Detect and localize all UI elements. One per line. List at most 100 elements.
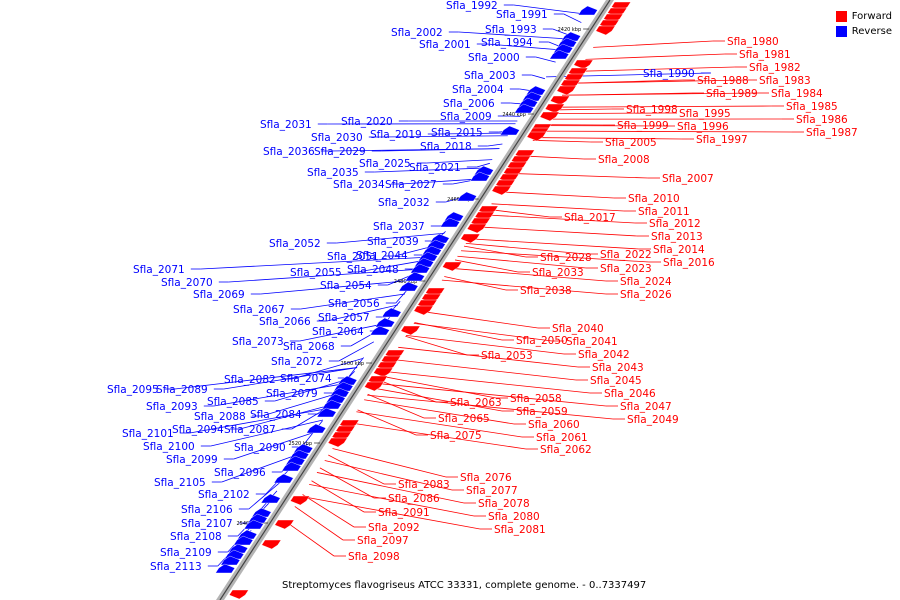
reverse-gene-feature	[273, 473, 294, 484]
forward-gene-feature	[460, 233, 481, 244]
reverse-gene-label: Sfla_2019	[370, 129, 422, 141]
leader-line	[552, 108, 613, 111]
leader-line	[465, 242, 587, 255]
leader-line	[454, 259, 519, 273]
reverse-gene-label: Sfla_2054	[320, 280, 372, 292]
leader-line	[377, 379, 437, 403]
forward-gene-label: Sfla_2077	[466, 485, 518, 497]
forward-gene-feature	[556, 85, 577, 96]
reverse-gene-label: Sfla_2029	[314, 146, 366, 158]
forward-gene-label: Sfla_2041	[566, 336, 618, 348]
forward-gene-label: Sfla_2062	[540, 444, 592, 456]
legend-forward: Forward	[835, 9, 892, 24]
reverse-gene-label: Sfla_2072	[271, 356, 323, 368]
forward-gene-label: Sfla_2007	[662, 173, 714, 185]
reverse-gene-label: Sfla_2003	[464, 70, 516, 82]
forward-gene-label: Sfla_1998	[626, 104, 678, 116]
leader-line	[554, 105, 773, 108]
reverse-gene-feature	[404, 271, 425, 282]
leader-line	[449, 267, 607, 282]
tick-label: 2520 kbp	[288, 441, 312, 447]
leader-line	[463, 245, 527, 258]
leader-line	[563, 13, 582, 23]
forward-gene-label: Sfla_1983	[759, 75, 811, 87]
gene-labels: Sfla_1980Sfla_1981Sfla_1982Sfla_1983Sfla…	[107, 0, 858, 573]
reverse-gene-label: Sfla_2093	[146, 401, 198, 413]
forward-gene-label: Sfla_2008	[598, 154, 650, 166]
forward-gene-feature	[290, 495, 310, 506]
leader-line	[421, 311, 539, 329]
leader-line	[357, 409, 417, 436]
leader-line	[324, 460, 453, 491]
reverse-gene-label: Sfla_2085	[207, 396, 259, 408]
forward-gene-label: Sfla_2022	[600, 249, 652, 261]
reverse-gene-label: Sfla_2034	[333, 179, 385, 191]
forward-gene-label: Sfla_1995	[679, 108, 731, 120]
reverse-gene-label: Sfla_2044	[356, 250, 408, 262]
leader-line	[291, 357, 364, 380]
forward-gene-label: Sfla_2023	[600, 263, 652, 275]
leader-line	[487, 208, 551, 218]
leader-lines	[164, 4, 804, 567]
strand-legend: Forward Reverse	[835, 9, 892, 39]
leader-line	[476, 226, 638, 237]
forward-gene-label: Sfla_2012	[649, 218, 701, 230]
reverse-gene-feature	[220, 555, 241, 566]
reverse-gene-label: Sfla_2096	[214, 467, 266, 479]
leader-line	[189, 407, 331, 434]
leader-line	[261, 392, 342, 417]
reverse-gene-feature	[243, 519, 264, 530]
reverse-gene-label: Sfla_2057	[318, 312, 370, 324]
reverse-gene-label: Sfla_2032	[378, 197, 430, 209]
leader-line	[441, 279, 607, 295]
leader-line	[400, 178, 480, 185]
reverse-gene-label: Sfla_2001	[419, 39, 471, 51]
reverse-gene-feature	[215, 563, 236, 574]
legend-forward-label: Forward	[851, 11, 892, 22]
leader-line	[300, 293, 405, 310]
forward-gene-feature	[261, 539, 282, 550]
leader-line	[522, 155, 585, 160]
reverse-gene-feature	[381, 307, 402, 318]
forward-gene-label: Sfla_1985	[786, 101, 838, 113]
axis-line	[219, 0, 611, 600]
leader-line	[535, 56, 556, 63]
reverse-gene-feature	[499, 125, 520, 136]
reverse-gene-feature	[281, 461, 302, 472]
leader-line	[367, 394, 614, 420]
reverse-gene-feature	[440, 217, 461, 228]
forward-gene-label: Sfla_1982	[749, 62, 801, 74]
forward-gene-label: Sfla_2042	[578, 349, 630, 361]
leader-line	[499, 191, 615, 199]
leader-line	[294, 506, 344, 541]
forward-gene-label: Sfla_2065	[438, 413, 490, 425]
leader-line	[562, 92, 693, 96]
reverse-gene-label: Sfla_2015	[431, 127, 483, 139]
reverse-gene-label: Sfla_2066	[259, 316, 311, 328]
forward-gene-label: Sfla_2098	[348, 551, 400, 563]
leader-line	[457, 255, 587, 269]
reverse-gene-label: Sfla_2048	[347, 264, 399, 276]
reverse-gene-label: Sfla_2067	[233, 304, 285, 316]
forward-gene-label: Sfla_2075	[430, 430, 482, 442]
reverse-gene-label: Sfla_2100	[143, 441, 195, 453]
leader-line	[382, 370, 591, 394]
forward-gene-label: Sfla_2080	[488, 511, 540, 523]
genome-caption: Streptomyces flavogriseus ATCC 33331, co…	[282, 580, 646, 591]
reverse-gene-label: Sfla_2027	[385, 179, 437, 191]
forward-gene-label: Sfla_2092	[368, 522, 420, 534]
forward-gene-label: Sfla_2058	[510, 393, 562, 405]
forward-swatch	[835, 11, 847, 22]
leader-line	[532, 139, 592, 143]
reverse-gene-label: Sfla_2004	[452, 84, 504, 96]
forward-gene-label: Sfla_2011	[638, 206, 690, 218]
leader-line	[444, 276, 507, 291]
forward-gene-label: Sfla_2017	[564, 212, 616, 224]
forward-gene-label: Sfla_1997	[696, 134, 748, 146]
reverse-gene-label: Sfla_2037	[373, 221, 425, 233]
reverse-gene-label: Sfla_2009	[440, 111, 492, 123]
forward-gene-label: Sfla_2040	[552, 323, 604, 335]
forward-gene-feature	[550, 95, 570, 106]
leader-line	[233, 431, 316, 460]
